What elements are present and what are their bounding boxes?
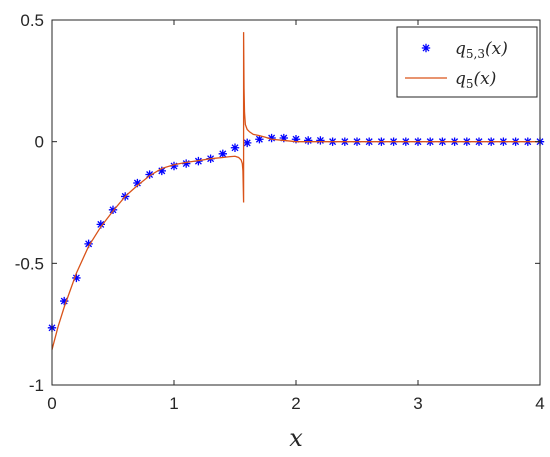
- data-point-q53: [291, 135, 301, 144]
- data-point-q53: [304, 136, 313, 145]
- x-tick-label: 4: [535, 394, 544, 413]
- x-tick-label: 2: [291, 394, 300, 413]
- y-tick-label: -1: [29, 376, 44, 395]
- data-point-q53: [72, 273, 81, 283]
- legend-label: q5,3(x): [455, 39, 508, 61]
- legend-box: [396, 26, 538, 98]
- data-point-q53: [230, 143, 240, 152]
- data-point-q53: [316, 136, 325, 145]
- data-point-q53: [255, 135, 264, 144]
- data-point-q53: [169, 161, 179, 171]
- axes: 0 1 2 3 4 -1 -0.5 0 0.5 x: [15, 11, 545, 452]
- data-point-q53: [60, 296, 69, 306]
- legend: q5,3(x) q5(x): [396, 26, 538, 98]
- data-point-q53: [108, 205, 118, 214]
- data-point-q53: [133, 178, 142, 188]
- series-layer: [47, 32, 545, 350]
- x-tick-label: 1: [169, 394, 178, 413]
- data-point-q53: [96, 220, 105, 229]
- data-point-q53: [267, 133, 276, 143]
- data-point-q53: [145, 170, 154, 179]
- y-tick-label: 0: [35, 133, 44, 152]
- data-point-q53: [218, 149, 227, 159]
- x-tick-label: 3: [413, 394, 422, 413]
- data-point-q53: [84, 239, 93, 249]
- data-point-q53: [182, 159, 191, 168]
- series-line-q5: [51, 32, 540, 350]
- data-point-q53: [157, 166, 166, 176]
- y-tick-label: 0.5: [20, 11, 44, 30]
- x-axis-label: x: [289, 424, 303, 452]
- data-point-q53: [243, 138, 252, 148]
- data-point-q53: [279, 133, 288, 143]
- legend-swatch-marker: [421, 43, 431, 53]
- x-tick-label: 0: [47, 394, 56, 413]
- y-tick-label: -0.5: [15, 254, 44, 273]
- legend-label: q5(x): [455, 69, 496, 91]
